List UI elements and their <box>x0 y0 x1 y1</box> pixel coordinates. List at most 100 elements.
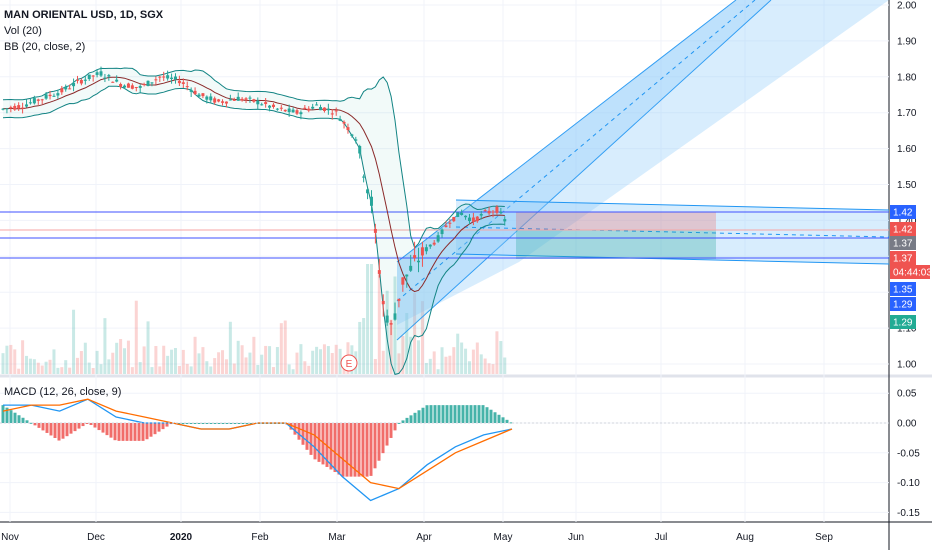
price-tick-label: 1.40 <box>897 216 917 227</box>
macd-pane[interactable] <box>0 378 889 522</box>
volume-bar <box>338 348 342 374</box>
macd-axis[interactable]: 0.05 0.00 -0.05 -0.10 -0.15 <box>897 389 920 519</box>
candle-body <box>268 105 272 108</box>
candle-body <box>252 99 256 102</box>
flat-channel-upper <box>455 199 890 211</box>
candle-body <box>91 75 95 77</box>
volume-legend[interactable]: Vol (20) <box>4 25 42 37</box>
regression-channel-flat[interactable] <box>455 199 890 265</box>
horizontal-lines[interactable] <box>0 211 889 259</box>
macd-histogram-bar <box>417 410 421 423</box>
volume-bar <box>17 368 21 374</box>
price-tick-label: 1.70 <box>897 108 917 119</box>
macd-histogram-bar <box>25 420 29 423</box>
volume-bar <box>107 359 111 374</box>
macd-histogram-bar <box>473 405 477 423</box>
macd-histogram-bar <box>141 423 145 441</box>
macd-histogram-bar <box>413 412 417 423</box>
price-tick-label: 1.10 <box>897 324 917 335</box>
candle-body <box>173 76 177 80</box>
macd-histogram-bar <box>37 423 41 428</box>
candle-body <box>119 84 123 87</box>
earnings-marker[interactable] <box>340 354 358 372</box>
candle-body <box>452 217 456 222</box>
candle-body <box>25 104 29 107</box>
position-box[interactable] <box>516 212 716 259</box>
bollinger-legend[interactable]: BB (20, close, 2) <box>4 41 85 53</box>
macd-histogram-bar <box>457 405 461 423</box>
volume-bar <box>87 362 91 374</box>
macd-histogram-bar <box>89 423 93 426</box>
macd-histogram-bar <box>49 423 53 436</box>
candle-body <box>107 75 111 77</box>
volume-bar <box>479 354 483 374</box>
candle-body <box>13 105 17 110</box>
candle-body <box>338 118 342 121</box>
volume-bar <box>138 362 142 374</box>
price-tag <box>890 265 930 279</box>
macd-histogram-bar <box>309 423 313 455</box>
macd-histogram-bar <box>353 423 357 477</box>
candle-body <box>166 75 170 79</box>
macd-legend[interactable]: MACD (12, 26, close, 9) <box>4 386 121 398</box>
volume-bar <box>111 352 115 374</box>
candle-body <box>464 215 468 218</box>
price-tick-label: 1.80 <box>897 72 917 83</box>
candle-body <box>103 77 107 79</box>
macd-histogram-bar <box>349 423 353 477</box>
volume-bar <box>240 345 244 374</box>
candle-body <box>142 84 146 86</box>
price-pane[interactable] <box>0 0 889 374</box>
volume-bar <box>319 349 323 374</box>
price-tick-label: 1.60 <box>897 144 917 155</box>
macd-histogram-bar <box>9 410 13 423</box>
volume-bar <box>25 355 29 374</box>
candle-body <box>460 212 464 215</box>
volume-bar <box>134 300 138 374</box>
candle-body <box>334 110 338 112</box>
time-tick-label: Sep <box>815 532 833 543</box>
volume-bar <box>119 339 123 374</box>
candle-body <box>205 96 209 100</box>
macd-histogram-bar <box>505 419 509 423</box>
candle-body <box>358 146 362 154</box>
candle-body <box>181 82 185 84</box>
candle-body <box>87 74 91 80</box>
volume-bar <box>189 366 193 374</box>
volume-bar <box>150 367 154 374</box>
candle-body <box>291 109 295 113</box>
price-tag-label: 1.42 <box>893 225 913 236</box>
macd-histogram-bar <box>325 423 329 467</box>
candle-body <box>213 98 217 103</box>
volume-bar <box>366 264 370 374</box>
macd-histogram-bar <box>125 423 129 441</box>
macd-histogram-bar <box>77 423 81 429</box>
macd-histogram-bar <box>93 423 97 428</box>
time-tick-label: Dec <box>87 532 105 543</box>
price-tag <box>890 222 916 236</box>
volume-bar <box>389 319 393 374</box>
candle-body <box>150 82 154 84</box>
macd-histogram-bar <box>85 423 89 424</box>
volume-bar <box>56 367 60 374</box>
time-axis[interactable]: Nov Dec 2020 Feb Mar Apr May Jun Jul Aug Sep <box>1 532 833 543</box>
candle-body <box>495 206 499 213</box>
reward-zone <box>516 230 716 259</box>
macd-histogram-bar <box>53 423 57 438</box>
volume-bar <box>417 340 421 374</box>
price-tick-label: 2.00 <box>897 1 917 12</box>
macd-histogram-bar <box>485 407 489 423</box>
macd-histogram-bar <box>209 423 213 424</box>
macd-histogram-bar <box>165 423 169 427</box>
macd-histogram-bar <box>81 423 85 427</box>
macd-histogram-bar <box>185 423 189 424</box>
volume-bar <box>279 323 283 374</box>
volume-bar <box>393 276 397 374</box>
macd-histogram-bar <box>45 423 49 433</box>
macd-histogram-bar <box>389 423 393 438</box>
volume-bar <box>471 349 475 374</box>
macd-histogram-bar <box>229 423 233 424</box>
candle-body <box>432 242 436 245</box>
candle-body <box>224 101 228 104</box>
